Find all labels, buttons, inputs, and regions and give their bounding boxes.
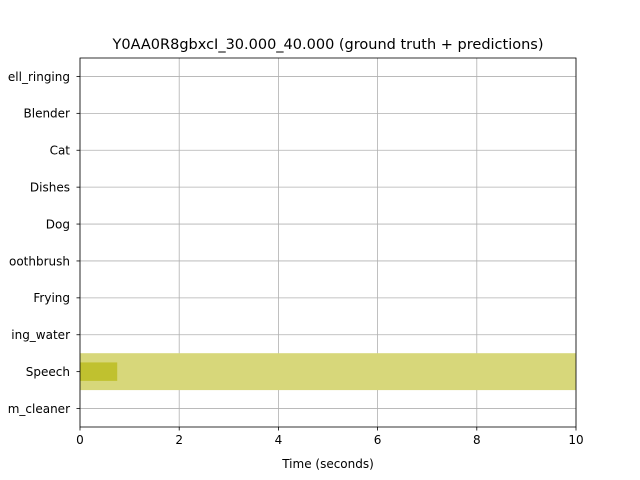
- y-tick-label: m_cleaner: [8, 402, 70, 416]
- y-tick-label: Frying: [33, 291, 70, 305]
- x-tick-label: 6: [374, 433, 382, 447]
- x-tick-label: 2: [175, 433, 183, 447]
- y-tick-label: Dog: [46, 217, 70, 231]
- ground-truth-bar: [80, 353, 576, 391]
- plot-area: ell_ringing Blender Cat Dishes Dog oothbrush F…: [8, 57, 584, 447]
- y-tick-label: ing_water: [11, 328, 70, 342]
- axes-frame: [79, 57, 577, 428]
- y-axis: ell_ringing Blender Cat Dishes Dog oothbrush F…: [8, 70, 80, 416]
- y-tick-label: ell_ringing: [8, 70, 70, 84]
- y-tick-label: Speech: [26, 365, 70, 379]
- x-axis: 0 2 4 6 8 10: [76, 427, 584, 447]
- event-bars: [80, 353, 576, 391]
- x-tick-label: 0: [76, 433, 84, 447]
- y-tick-label: Cat: [50, 144, 71, 158]
- y-tick-label: Dishes: [30, 180, 70, 194]
- x-tick-label: 10: [568, 433, 583, 447]
- x-tick-label: 4: [275, 433, 283, 447]
- x-axis-label: Time (seconds): [281, 457, 374, 471]
- chart-title: Y0AA0R8gbxcI_30.000_40.000 (ground truth…: [111, 37, 543, 53]
- y-tick-label: oothbrush: [9, 254, 70, 268]
- x-tick-label: 8: [473, 433, 481, 447]
- y-tick-label: Blender: [24, 107, 71, 121]
- prediction-bar: [80, 362, 118, 381]
